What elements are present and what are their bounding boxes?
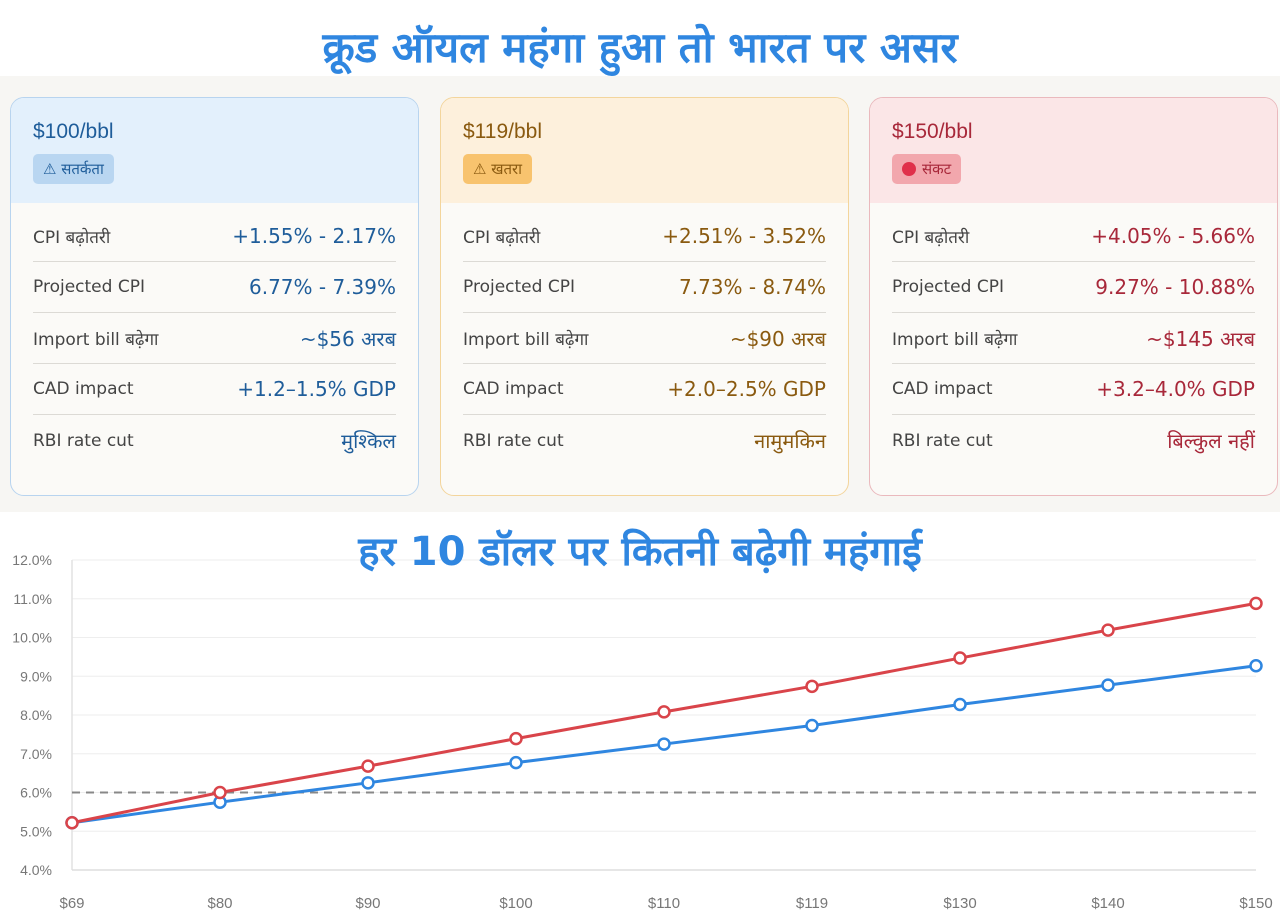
- y-tick-label: 7.0%: [20, 746, 52, 762]
- chart-title: हर 10 डॉलर पर कितनी बढ़ेगी महंगाई: [358, 529, 922, 575]
- y-tick-label: 5.0%: [20, 823, 52, 839]
- metric-label: Import bill बढ़ेगा: [463, 329, 589, 350]
- metric-label: CAD impact: [33, 379, 134, 399]
- data-point-upper: [805, 679, 819, 694]
- data-point-lower: [361, 776, 375, 790]
- y-tick-label: 8.0%: [20, 707, 52, 723]
- metric-value: +2.0–2.5% GDP: [667, 377, 826, 401]
- data-point-lower: [657, 737, 671, 751]
- metric-label: Projected CPI: [33, 277, 145, 297]
- metric-row: Import bill बढ़ेगा ~$56 अरब: [33, 313, 396, 364]
- badge-text: ⚠ खतरा: [473, 160, 523, 178]
- y-tick-label: 6.0%: [20, 785, 52, 801]
- metric-label: Import bill बढ़ेगा: [892, 329, 1018, 350]
- card-header: $150/bbl संकट: [870, 98, 1277, 203]
- x-tick-label: $119: [796, 895, 828, 912]
- y-tick-label: 4.0%: [20, 862, 52, 878]
- metric-value: ~$145 अरब: [1146, 326, 1255, 351]
- metric-value: +1.2–1.5% GDP: [237, 377, 396, 401]
- metric-value: ~$56 अरब: [299, 326, 396, 351]
- y-tick-label: 9.0%: [20, 668, 52, 684]
- metric-row: CAD impact +1.2–1.5% GDP: [33, 364, 396, 415]
- metric-label: RBI rate cut: [892, 430, 993, 451]
- metric-label: Projected CPI: [463, 277, 575, 297]
- data-point-upper: [1249, 596, 1263, 611]
- data-point-upper: [65, 815, 79, 830]
- metric-row: CAD impact +2.0–2.5% GDP: [463, 364, 826, 415]
- badge-text: संकट: [922, 160, 952, 178]
- metric-value: 9.27% - 10.88%: [1095, 275, 1255, 299]
- scenario-card: $150/bbl संकट CPI बढ़ोतरी +4.05% - 5.66% P…: [869, 97, 1278, 496]
- status-badge: संकट: [892, 154, 962, 184]
- scenario-card: $119/bbl ⚠ खतरा CPI बढ़ोतरी +2.51% - 3.52…: [440, 97, 849, 496]
- data-point-lower: [1101, 678, 1115, 692]
- metric-label: RBI rate cut: [33, 430, 134, 451]
- data-point-upper: [213, 785, 227, 800]
- metric-row: Import bill बढ़ेगा ~$90 अरब: [463, 313, 826, 364]
- x-tick-label: $80: [207, 895, 232, 912]
- metric-row: CPI बढ़ोतरी +4.05% - 5.66%: [892, 211, 1255, 262]
- metric-row: CAD impact +3.2–4.0% GDP: [892, 364, 1255, 415]
- metric-value: 6.77% - 7.39%: [248, 275, 396, 299]
- metric-row: RBI rate cut बिल्कुल नहीं: [892, 415, 1255, 466]
- metric-row: Projected CPI 7.73% - 8.74%: [463, 262, 826, 313]
- data-point-lower: [953, 697, 967, 712]
- metric-row: Import bill बढ़ेगा ~$145 अरब: [892, 313, 1255, 364]
- scenario-card: $100/bbl ⚠ सतर्कता CPI बढ़ोतरी +1.55% - 2…: [10, 97, 419, 496]
- status-badge: ⚠ खतरा: [463, 154, 533, 184]
- metric-label: Import bill बढ़ेगा: [33, 329, 159, 350]
- price-label: $119/bbl: [463, 120, 543, 143]
- metric-value: +3.2–4.0% GDP: [1096, 377, 1255, 401]
- metric-row: CPI बढ़ोतरी +1.55% - 2.17%: [33, 211, 396, 262]
- x-tick-label: $150: [1239, 895, 1272, 912]
- metric-value: मुश्किल: [341, 429, 396, 453]
- metric-row: Projected CPI 6.77% - 7.39%: [33, 262, 396, 313]
- data-point-upper: [657, 705, 671, 719]
- y-tick-label: 12.0%: [12, 552, 52, 568]
- metric-value: बिल्कुल नहीं: [1167, 429, 1255, 453]
- data-point-upper: [361, 759, 375, 773]
- x-tick-label: $90: [355, 895, 380, 912]
- data-point-upper: [953, 651, 967, 665]
- data-point-lower: [509, 755, 523, 770]
- metric-row: CPI बढ़ोतरी +2.51% - 3.52%: [463, 211, 826, 262]
- data-point-upper: [509, 731, 523, 746]
- metric-label: Projected CPI: [892, 277, 1004, 297]
- metric-label: CAD impact: [892, 379, 993, 399]
- card-header: $119/bbl ⚠ खतरा: [441, 98, 848, 203]
- x-tick-label: $110: [648, 895, 680, 912]
- x-tick-label: $140: [1091, 895, 1124, 912]
- price-label: $150/bbl: [892, 120, 973, 143]
- metric-row: RBI rate cut मुश्किल: [33, 415, 396, 466]
- badge-text: ⚠ सतर्कता: [43, 160, 104, 178]
- card-header: $100/bbl ⚠ सतर्कता: [11, 98, 418, 203]
- y-tick-label: 10.0%: [12, 630, 52, 646]
- x-tick-label: $69: [59, 895, 84, 912]
- metric-value: ~$90 अरब: [729, 326, 826, 351]
- y-tick-label: 11.0%: [13, 591, 52, 607]
- metric-value: +2.51% - 3.52%: [662, 224, 826, 248]
- x-tick-label: $100: [499, 895, 532, 912]
- metric-row: Projected CPI 9.27% - 10.88%: [892, 262, 1255, 313]
- red-circle-icon: [902, 162, 916, 176]
- metric-value: नामुमकिन: [754, 429, 826, 453]
- page-title: क्रूड ऑयल महंगा हुआ तो भारत पर असर: [322, 23, 958, 72]
- metric-value: +1.55% - 2.17%: [232, 224, 396, 248]
- metric-row: RBI rate cut नामुमकिन: [463, 415, 826, 466]
- data-point-upper: [1101, 623, 1115, 637]
- status-badge: ⚠ सतर्कता: [33, 154, 114, 184]
- metric-label: CPI बढ़ोतरी: [33, 227, 111, 248]
- metric-label: RBI rate cut: [463, 430, 564, 451]
- price-label: $100/bbl: [33, 120, 114, 143]
- metric-label: CAD impact: [463, 379, 564, 399]
- data-point-lower: [1249, 659, 1263, 673]
- x-tick-label: $130: [943, 895, 976, 912]
- metric-value: +4.05% - 5.66%: [1091, 224, 1255, 248]
- data-point-lower: [805, 718, 819, 733]
- metric-value: 7.73% - 8.74%: [678, 275, 826, 299]
- metric-label: CPI बढ़ोतरी: [892, 227, 970, 248]
- metric-label: CPI बढ़ोतरी: [463, 227, 541, 248]
